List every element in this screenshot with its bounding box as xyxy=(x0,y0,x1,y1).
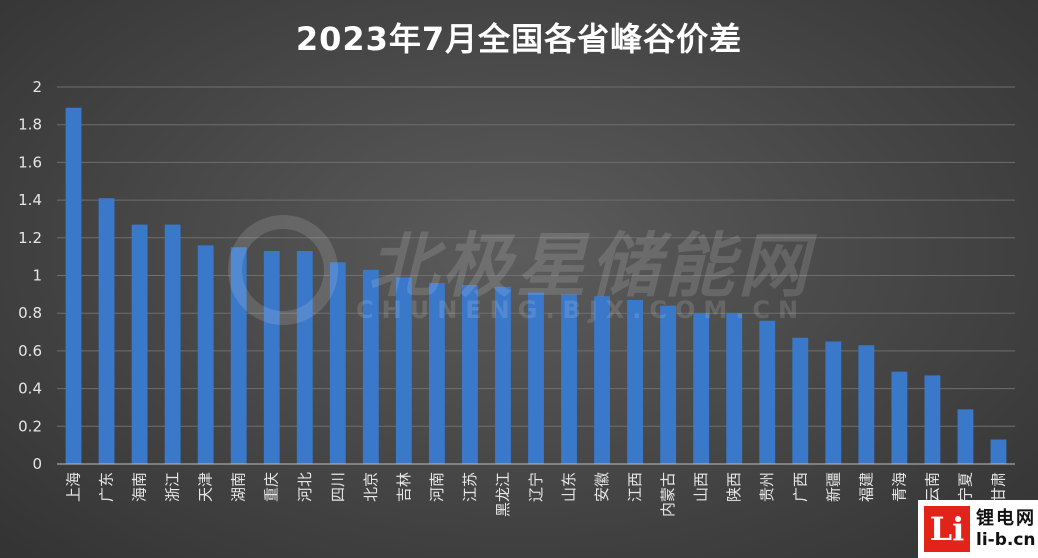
x-tick-label: 辽宁 xyxy=(527,472,545,502)
y-tick-label: 0 xyxy=(32,455,42,473)
bar xyxy=(131,224,148,464)
x-axis-labels: 上海 广东 海南 浙江 天津 湖南 重庆 河北 四川 北京 吉林 河南 江苏 黑龙江 辽宁 山东 安徽 江西 内蒙古… xyxy=(65,472,1008,517)
corner-logo: Li 锂电网 li-b.cn xyxy=(918,500,1038,558)
x-tick-label: 黑龙江 xyxy=(494,472,512,517)
x-tick-label: 云南 xyxy=(923,472,941,502)
bar xyxy=(660,305,677,464)
bar xyxy=(65,107,82,465)
y-tick-label: 0.2 xyxy=(18,417,42,435)
x-tick-label: 广东 xyxy=(98,472,116,502)
x-tick-label: 四川 xyxy=(329,472,347,502)
x-tick-label: 湖南 xyxy=(230,472,248,502)
bar xyxy=(230,247,247,464)
x-tick-label: 北京 xyxy=(362,472,380,502)
bar xyxy=(263,250,280,464)
x-tick-label: 海南 xyxy=(131,472,149,502)
x-tick-label: 江苏 xyxy=(461,472,479,502)
y-tick-label: 1.6 xyxy=(18,153,42,171)
x-tick-label: 安徽 xyxy=(593,472,611,502)
x-tick-label: 山西 xyxy=(692,472,710,502)
x-tick-label: 宁夏 xyxy=(956,472,974,502)
y-axis-ticks: 0 0.2 0.4 0.6 0.8 1 1.2 1.4 1.6 1.8 2 xyxy=(18,78,42,473)
bar xyxy=(627,300,644,464)
y-tick-label: 0.4 xyxy=(18,380,42,398)
x-tick-label: 重庆 xyxy=(263,472,281,502)
y-tick-label: 1.2 xyxy=(18,229,42,247)
bar xyxy=(197,245,214,464)
bar xyxy=(990,439,1007,464)
y-tick-label: 1 xyxy=(32,267,42,285)
bar xyxy=(329,262,346,464)
bar xyxy=(957,409,974,464)
bar xyxy=(495,286,511,464)
x-tick-label: 福建 xyxy=(857,472,875,502)
bar xyxy=(759,320,776,464)
y-tick-label: 1.4 xyxy=(18,191,42,209)
bar xyxy=(858,345,875,464)
x-tick-label: 陕西 xyxy=(725,472,743,502)
y-tick-label: 0.8 xyxy=(18,304,42,322)
bar xyxy=(428,283,445,464)
bar xyxy=(561,294,577,464)
bar xyxy=(395,277,412,464)
bar xyxy=(164,224,181,464)
x-tick-label: 贵州 xyxy=(758,472,776,502)
bar xyxy=(924,375,941,464)
logo-mark: Li xyxy=(924,506,970,552)
bar xyxy=(693,313,710,464)
x-tick-label: 山东 xyxy=(560,472,578,502)
x-tick-label: 上海 xyxy=(65,472,83,502)
x-tick-label: 新疆 xyxy=(824,472,842,502)
bars xyxy=(65,107,1007,465)
x-tick-label: 河南 xyxy=(428,472,446,502)
x-tick-label: 内蒙古 xyxy=(659,472,677,517)
bar xyxy=(825,341,842,464)
y-tick-label: 0.6 xyxy=(18,342,42,360)
x-tick-label: 青海 xyxy=(890,472,908,502)
x-tick-label: 浙江 xyxy=(164,472,182,502)
bar xyxy=(296,250,313,464)
bar xyxy=(726,313,743,464)
bar xyxy=(792,337,809,464)
x-tick-label: 天津 xyxy=(197,472,215,502)
x-tick-label: 广西 xyxy=(791,472,809,502)
chart-title: 2023年7月全国各省峰谷价差 xyxy=(295,20,743,58)
logo-name: 锂电网 xyxy=(976,508,1036,529)
x-tick-label: 江西 xyxy=(626,472,644,502)
y-tick-label: 2 xyxy=(32,78,42,96)
logo-domain: li-b.cn xyxy=(976,530,1036,550)
y-tick-label: 1.8 xyxy=(18,116,42,134)
bar xyxy=(462,284,478,464)
x-tick-label: 吉林 xyxy=(395,472,413,502)
x-tick-label: 河北 xyxy=(296,472,314,502)
bar xyxy=(528,292,544,464)
x-tick-label: 甘肃 xyxy=(989,472,1007,502)
bar xyxy=(594,296,610,464)
bar xyxy=(891,371,908,464)
bar xyxy=(98,198,115,464)
bar xyxy=(362,269,379,464)
